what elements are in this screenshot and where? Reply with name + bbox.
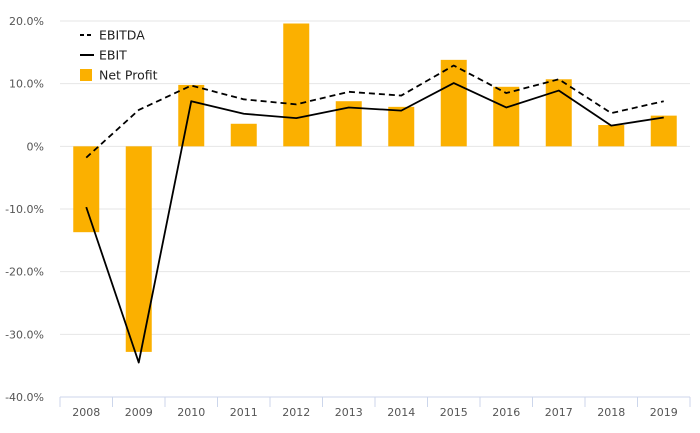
line-ebitda[interactable]	[85, 64, 664, 159]
y-tick-label: -30.0%	[5, 328, 44, 341]
legend-symbol-net-profit	[80, 69, 92, 81]
x-tick-label: 2017	[545, 406, 573, 419]
x-tick-label: 2014	[387, 406, 415, 419]
x-tick-label: 2011	[230, 406, 258, 419]
bar-net-profit-2014[interactable]	[388, 106, 415, 147]
y-tick-label: 0%	[27, 140, 44, 153]
bar-net-profit-2012[interactable]	[283, 23, 310, 147]
y-tick-label: -40.0%	[5, 391, 44, 404]
bar-net-profit-2016[interactable]	[493, 86, 520, 147]
bar-net-profit-2017[interactable]	[545, 79, 572, 147]
x-tick-label: 2012	[282, 406, 310, 419]
bar-net-profit-2015[interactable]	[440, 59, 467, 147]
y-tick-label: -20.0%	[5, 266, 44, 279]
y-tick-label: 10.0%	[9, 78, 44, 91]
x-tick-label: 2015	[440, 406, 468, 419]
bar-net-profit-2019[interactable]	[650, 115, 677, 147]
legend-label[interactable]: EBITDA	[99, 28, 145, 43]
legend-label[interactable]: Net Profit	[99, 68, 158, 83]
axes: 20.0% 10.0% 0% -10.0% -20.0% -30.0% -40.0% 2008…	[5, 15, 691, 419]
bar-net-profit-2018[interactable]	[598, 125, 625, 147]
bar-net-profit-2010[interactable]	[178, 84, 205, 147]
x-tick-label: 2016	[492, 406, 520, 419]
bar-series	[73, 23, 677, 352]
y-tick-label: 20.0%	[9, 15, 44, 28]
x-tick-label: 2008	[72, 406, 100, 419]
y-tick-label: -10.0%	[5, 203, 44, 216]
grid-lines	[60, 20, 690, 335]
x-tick-label: 2019	[650, 406, 678, 419]
legend-label[interactable]: EBIT	[99, 48, 127, 63]
line-series	[85, 64, 664, 364]
x-tick-label: 2009	[125, 406, 153, 419]
x-tick-label: 2018	[597, 406, 625, 419]
x-tick-label: 2013	[335, 406, 363, 419]
legend: EBITDA EBIT Net Profit	[80, 28, 158, 83]
bar-net-profit-2008[interactable]	[73, 146, 100, 233]
line-ebit[interactable]	[85, 82, 664, 364]
x-tick-label: 2010	[177, 406, 205, 419]
bar-net-profit-2011[interactable]	[230, 123, 257, 147]
